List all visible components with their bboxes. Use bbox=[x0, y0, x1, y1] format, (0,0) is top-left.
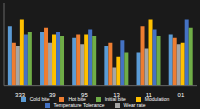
svg-text:13: 13 bbox=[113, 92, 120, 98]
svg-text:11: 11 bbox=[146, 92, 153, 98]
svg-text:95: 95 bbox=[81, 92, 88, 98]
svg-text:39: 39 bbox=[49, 92, 56, 98]
svg-text:01: 01 bbox=[178, 92, 185, 98]
svg-text:333: 333 bbox=[15, 92, 26, 98]
